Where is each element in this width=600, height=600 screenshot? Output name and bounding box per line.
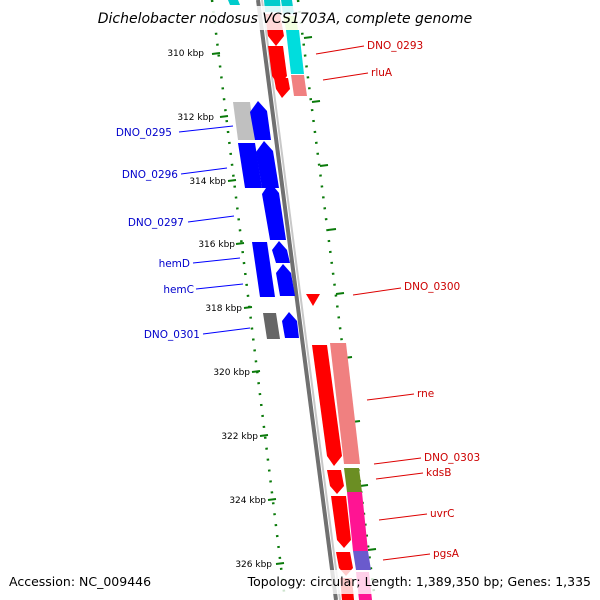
major-ticks — [211, 52, 285, 565]
tick-label: 320 kbp — [213, 368, 250, 378]
leader-line — [187, 215, 235, 223]
gene-label[interactable]: DNO_0303 — [424, 452, 480, 464]
major-ticks-right — [303, 36, 377, 551]
gene-label[interactable]: hemD — [159, 258, 190, 270]
genome-backbone — [256, 0, 338, 600]
footer-backing — [0, 570, 600, 594]
leader-line — [352, 287, 402, 296]
right-tick-track — [296, 0, 377, 600]
gene-arrow-forward — [263, 313, 280, 339]
gene-label[interactable]: uvrC — [430, 508, 455, 520]
gene-label[interactable]: pgsA — [433, 548, 460, 560]
gene-label[interactable]: hemC — [163, 284, 194, 296]
leader-lines-right — [315, 45, 431, 561]
gene-arrow-reverse — [312, 345, 342, 466]
leader-line — [315, 45, 365, 55]
tick-label: 326 kbp — [235, 560, 272, 570]
leader-line — [202, 327, 251, 335]
tick-labels: 310 kbp 312 kbp 314 kbp 316 kbp 318 kbp … — [167, 49, 272, 570]
major-tick — [319, 164, 329, 167]
gene-arrow-reverse — [291, 75, 307, 96]
left-gene-labels: DNO_0295 DNO_0296 DNO_0297 hemD hemC DNO… — [116, 127, 200, 341]
major-tick — [219, 115, 229, 118]
title-backing — [110, 6, 490, 30]
gene-arrow-forward — [233, 102, 255, 140]
leader-line — [192, 257, 241, 264]
gene-arrow-reverse — [330, 343, 360, 464]
reverse-strand-genes — [264, 0, 372, 600]
tick-label: 318 kbp — [205, 304, 242, 314]
major-tick — [327, 228, 337, 231]
major-tick — [335, 292, 345, 295]
gene-arrow-reverse — [327, 470, 344, 494]
genome-summary-text: Topology: circular; Length: 1,389,350 bp… — [247, 574, 591, 589]
gene-arrow-forward — [256, 141, 279, 188]
leader-line — [366, 393, 415, 401]
major-tick — [235, 242, 245, 245]
gene-label[interactable]: DNO_0295 — [116, 127, 172, 139]
major-tick — [275, 562, 285, 565]
leader-line — [322, 72, 369, 81]
gene-arrow-forward — [250, 101, 271, 140]
gene-label[interactable]: kdsB — [426, 467, 451, 479]
leader-line — [195, 283, 244, 290]
major-tick — [227, 179, 237, 182]
gene-arrow-forward — [276, 264, 295, 296]
major-tick — [367, 548, 377, 551]
tick-label: 322 kbp — [221, 432, 258, 442]
gene-arrow-forward — [262, 182, 286, 240]
gene-arrow-forward — [272, 241, 290, 263]
major-tick — [259, 434, 269, 437]
major-tick — [311, 100, 321, 103]
gene-arrow-forward — [252, 242, 275, 297]
leader-line — [375, 472, 424, 480]
gene-arrow-forward — [228, 0, 240, 5]
tick-label: 312 kbp — [177, 113, 214, 123]
accession-text: Accession: NC_009446 — [9, 574, 151, 589]
gene-label[interactable]: DNO_0296 — [122, 169, 178, 181]
leader-lines-left — [178, 125, 251, 335]
gene-label[interactable]: DNO_0297 — [128, 217, 184, 229]
leader-line — [180, 167, 228, 175]
genome-backbone-highlight — [261, 0, 341, 600]
major-tick — [303, 36, 313, 39]
leader-line — [382, 553, 431, 561]
gene-label[interactable]: rne — [417, 388, 434, 400]
gene-arrow-reverse — [353, 551, 371, 570]
tick-label: 310 kbp — [167, 49, 204, 59]
left-tick-track — [210, 0, 287, 600]
gene-arrow-reverse — [274, 78, 290, 98]
gene-arrow-reverse — [347, 492, 368, 551]
leader-line — [178, 125, 234, 133]
gene-arrow-reverse — [268, 46, 287, 86]
gene-label[interactable]: DNO_0293 — [367, 40, 423, 52]
leader-line — [378, 513, 428, 521]
gene-arrow-forward — [282, 312, 299, 338]
tick-label: 314 kbp — [189, 177, 226, 187]
gene-arrow-reverse — [344, 468, 362, 492]
tick-label: 316 kbp — [198, 240, 235, 250]
gene-label[interactable]: DNO_0300 — [404, 281, 460, 293]
gene-arrow-reverse — [306, 294, 320, 306]
map-title: Dichelobacter nodosus VCS1703A, complete… — [98, 11, 472, 27]
leader-line — [373, 457, 422, 465]
gene-label[interactable]: DNO_0301 — [144, 329, 200, 341]
gene-label[interactable]: rluA — [371, 67, 393, 79]
major-tick — [243, 306, 253, 309]
right-gene-labels: DNO_0293 rluA DNO_0300 rne DNO_0303 kdsB… — [367, 40, 480, 560]
gene-arrow-forward — [238, 143, 262, 188]
gene-arrow-reverse — [286, 30, 304, 74]
major-tick — [251, 370, 261, 373]
gene-arrow-reverse — [331, 496, 351, 548]
major-tick — [267, 498, 277, 501]
major-tick — [359, 484, 369, 487]
major-tick — [211, 52, 221, 55]
tick-label: 324 kbp — [229, 496, 266, 506]
forward-strand-genes — [228, 0, 299, 339]
